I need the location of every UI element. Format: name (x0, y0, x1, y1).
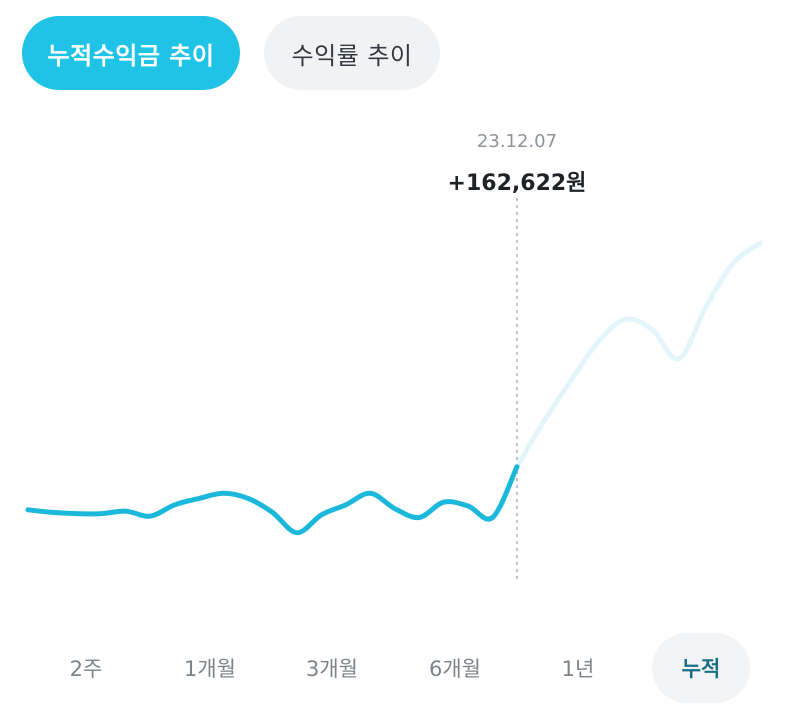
tooltip-value: +162,622원 (448, 171, 587, 196)
tab-return-rate[interactable]: 수익률 추이 (264, 16, 440, 90)
series-line-faded (514, 240, 763, 470)
tab-cumulative-profit[interactable]: 누적수익금 추이 (22, 16, 240, 90)
series-line (25, 464, 520, 536)
period-1month[interactable]: 1개월 (183, 657, 236, 681)
period-2weeks[interactable]: 2주 (69, 657, 103, 681)
period-cumulative[interactable]: 누적 (652, 633, 750, 703)
period-1year[interactable]: 1년 (561, 657, 595, 681)
line-chart: 23.12.07 +162,622원 (25, 131, 763, 583)
tooltip-date: 23.12.07 (477, 131, 557, 152)
period-3months[interactable]: 3개월 (305, 657, 358, 681)
period-6months[interactable]: 6개월 (428, 657, 481, 681)
